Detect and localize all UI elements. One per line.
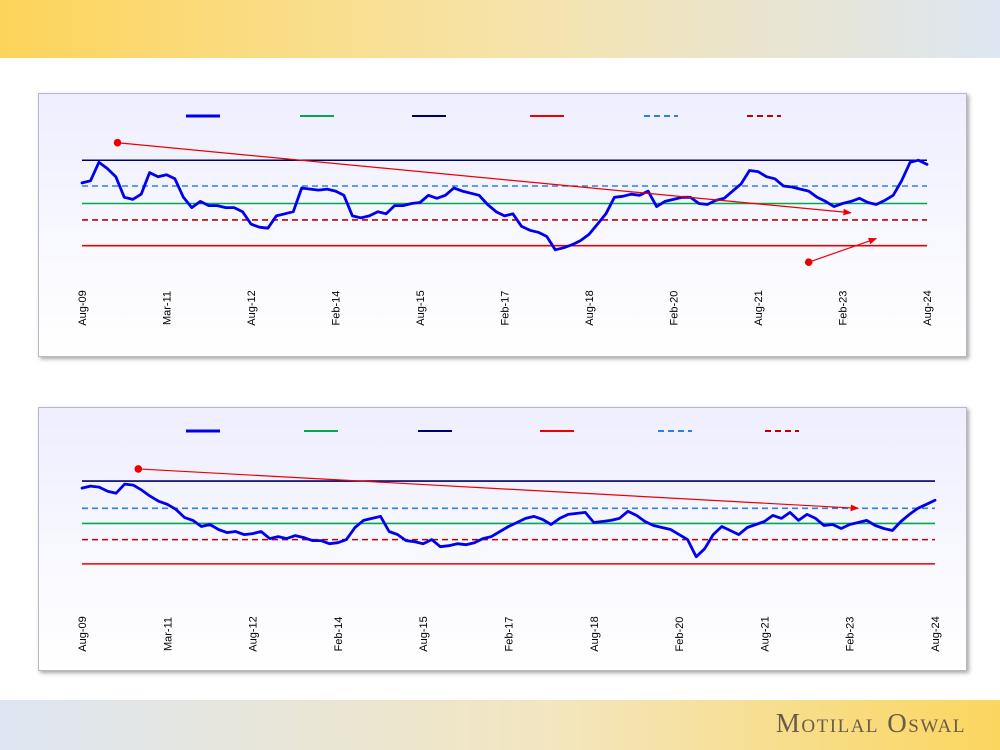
x-tick-label: Feb-23 <box>845 617 857 652</box>
trend-arrow-origin-1 <box>134 465 143 473</box>
brand-logo: Motilal Oswal <box>775 708 966 738</box>
bottom-banner <box>0 700 1000 750</box>
trend-arrow-1 <box>117 142 852 216</box>
x-tick-label: Feb-20 <box>674 617 686 652</box>
chart-panel-2: Aug-09 Mar-11 Aug-12 Feb-14 Aug-15 Feb-17 Aug-… <box>38 407 967 671</box>
chart-panel-1: Aug-09 Mar-11 Aug-12 Feb-14 Aug-15 Feb-17 Aug-… <box>38 93 967 357</box>
x-tick-label: Aug-12 <box>248 616 260 651</box>
x-tick-label: Aug-12 <box>246 290 258 325</box>
x-tick-label: Feb-23 <box>838 291 850 326</box>
x-tick-label: Aug-18 <box>584 290 596 325</box>
series-line-1 <box>80 158 929 252</box>
x-tick-label: Mar-11 <box>162 291 174 325</box>
x-tick-label: Feb-20 <box>669 291 681 326</box>
x-tick-label: Feb-17 <box>504 617 516 652</box>
x-tick-label: Feb-14 <box>331 291 343 326</box>
x-tick-label: Aug-15 <box>415 290 427 325</box>
trend-arrow-origin-1 <box>113 138 122 147</box>
trend-arrow-2 <box>808 237 878 263</box>
x-tick-label: Aug-24 <box>922 290 934 325</box>
x-tick-label: Feb-14 <box>333 617 345 652</box>
series-line-1 <box>80 482 937 559</box>
chart-1: Aug-09 Mar-11 Aug-12 Feb-14 Aug-15 Feb-17 Aug-… <box>77 114 934 326</box>
x-tick-label: Aug-09 <box>77 290 89 325</box>
x-tick-label: Aug-21 <box>759 616 771 651</box>
x-tick-label: Mar-11 <box>162 617 174 651</box>
x-tick-label: Aug-24 <box>930 616 942 651</box>
x-tick-label: Aug-15 <box>418 616 430 651</box>
chart-2: Aug-09 Mar-11 Aug-12 Feb-14 Aug-15 Feb-17 Aug-… <box>77 429 942 652</box>
top-banner <box>0 0 1000 58</box>
x-tick-label: Aug-21 <box>753 290 765 325</box>
x-tick-label: Aug-18 <box>589 616 601 651</box>
x-tick-label: Aug-09 <box>77 616 89 651</box>
x-tick-label: Feb-17 <box>500 291 512 326</box>
trend-arrow-origin-2 <box>804 258 813 267</box>
trend-arrow-1 <box>138 468 860 512</box>
